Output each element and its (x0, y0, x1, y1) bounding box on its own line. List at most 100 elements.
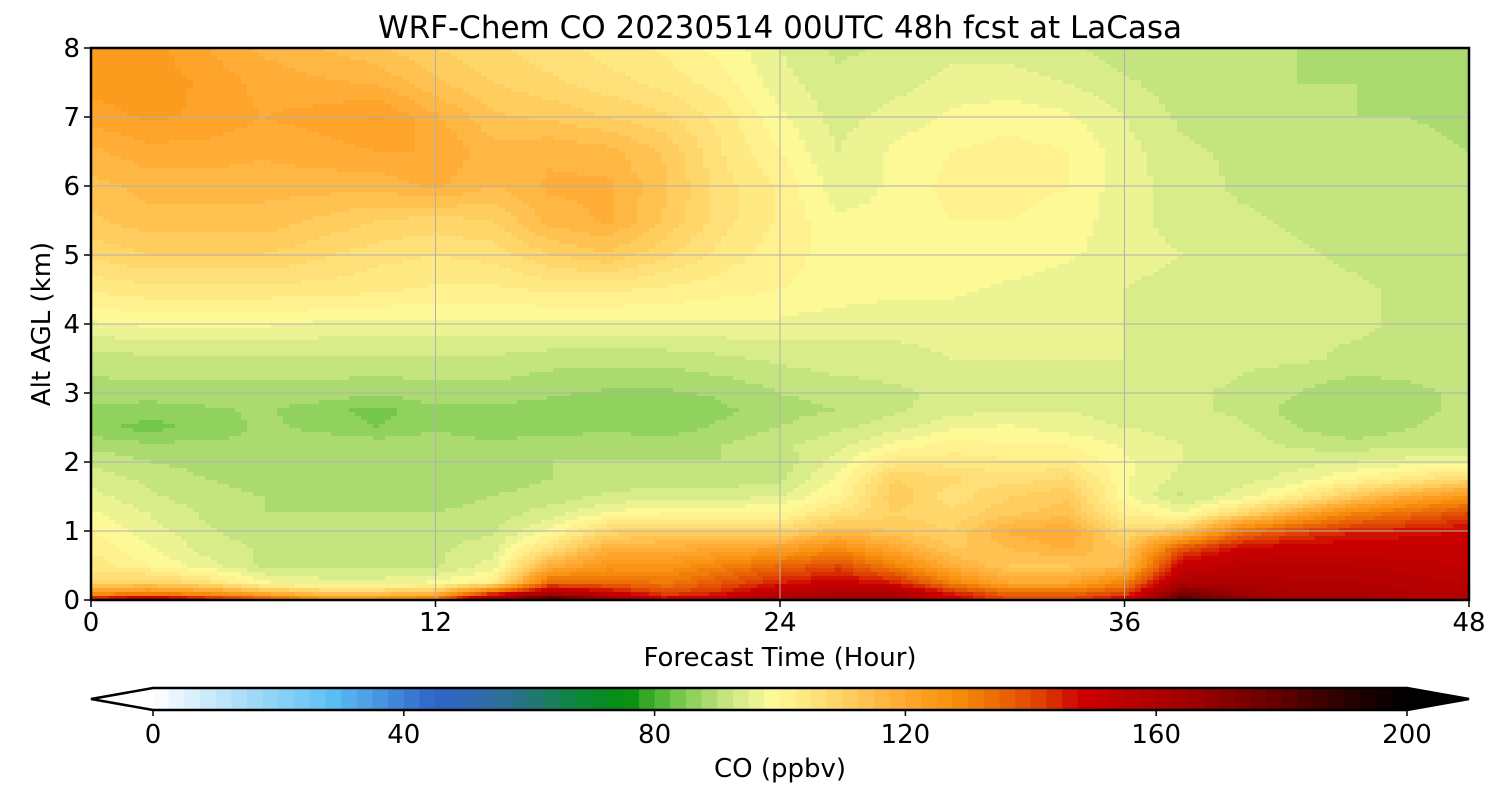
heatmap-cell (1135, 560, 1142, 565)
heatmap-cell (241, 76, 326, 81)
heatmap-cell (1267, 584, 1388, 589)
heatmap-cell (1075, 596, 1094, 601)
heatmap-cell (1123, 452, 1184, 457)
heatmap-cell (811, 560, 854, 565)
heatmap-cell (769, 428, 842, 433)
heatmap-cell (1237, 200, 1470, 205)
heatmap-cell (169, 464, 554, 469)
heatmap-cell (331, 432, 422, 437)
heatmap-cell (1333, 480, 1364, 485)
heatmap-cell (1195, 576, 1286, 581)
heatmap-cell (1273, 440, 1470, 445)
heatmap-cell (1105, 488, 1118, 493)
heatmap-cell (325, 76, 404, 81)
heatmap-cell (91, 400, 140, 405)
colorbar-swatch (529, 688, 546, 710)
heatmap-cell (295, 592, 314, 597)
heatmap-cell (1039, 104, 1112, 109)
heatmap-cell (1099, 196, 1154, 201)
heatmap-cell (655, 260, 698, 265)
heatmap-cell (961, 104, 1040, 109)
heatmap-cell (1111, 104, 1166, 109)
heatmap-cell (289, 224, 362, 229)
heatmap-cell (787, 472, 812, 477)
heatmap-cell (397, 412, 734, 417)
heatmap-cell (565, 500, 626, 505)
heatmap-cell (1123, 520, 1184, 525)
heatmap-cell (1411, 484, 1442, 489)
heatmap-cell (145, 200, 266, 205)
heatmap-cell (271, 596, 290, 601)
heatmap-cell (385, 436, 476, 441)
heatmap-cell (805, 144, 836, 149)
heatmap-cell (1177, 468, 1298, 473)
heatmap-cell (1189, 524, 1196, 529)
heatmap-cell (793, 508, 818, 513)
heatmap-cell (787, 540, 806, 545)
heatmap-cell (1309, 500, 1328, 505)
heatmap-cell (193, 84, 248, 89)
colorbar-swatch (1281, 688, 1298, 710)
heatmap-cell (1207, 588, 1226, 593)
heatmap-cell (1285, 576, 1430, 581)
colorbar-swatch (153, 688, 170, 710)
heatmap-cell (1171, 568, 1178, 573)
heatmap-cell (163, 524, 212, 529)
heatmap-cell (271, 592, 296, 597)
heatmap-cell (979, 512, 1022, 517)
heatmap-cell (793, 488, 818, 493)
heatmap-cell (1255, 504, 1268, 509)
heatmap-cell (1255, 480, 1304, 485)
heatmap-cell (859, 580, 890, 585)
heatmap-cell (247, 580, 272, 585)
heatmap-cell (1105, 60, 1298, 65)
heatmap-cell (1081, 412, 1226, 417)
heatmap-cell (481, 124, 578, 129)
heatmap-cell (835, 140, 842, 145)
heatmap-cell (253, 552, 446, 557)
heatmap-cell (91, 444, 722, 449)
heatmap-cell (511, 544, 524, 549)
heatmap-cell (439, 572, 476, 577)
heatmap-cell (1117, 108, 1166, 113)
heatmap-cell (1027, 492, 1076, 497)
heatmap-cell (1081, 516, 1094, 521)
heatmap-cell (961, 568, 980, 573)
heatmap-cell (127, 596, 146, 601)
heatmap-cell (703, 160, 728, 165)
colorbar-swatch (1391, 688, 1408, 710)
heatmap-cell (721, 64, 758, 69)
heatmap-cell (1183, 520, 1196, 525)
heatmap-cell (1147, 568, 1154, 573)
y-tick-label: 2 (63, 448, 80, 478)
heatmap-cell (91, 412, 242, 417)
heatmap-cell (613, 116, 674, 121)
heatmap-cell (1357, 564, 1460, 569)
heatmap-cell (211, 48, 254, 53)
heatmap-cell (577, 568, 608, 573)
heatmap-cell (901, 576, 908, 581)
heatmap-cell (733, 76, 764, 81)
heatmap-cell (1033, 480, 1076, 485)
heatmap-cell (1135, 584, 1142, 589)
heatmap-cell (901, 384, 1226, 389)
heatmap-cell (1177, 440, 1274, 445)
heatmap-cell (157, 400, 320, 405)
colorbar-tick-label: 0 (145, 720, 162, 750)
heatmap-cell (115, 592, 182, 597)
heatmap-cell (1135, 472, 1172, 477)
heatmap-cell (1333, 496, 1352, 501)
heatmap-cell (1147, 572, 1154, 577)
heatmap-cell (721, 564, 752, 569)
heatmap-cell (1159, 484, 1244, 489)
heatmap-cell (895, 588, 908, 593)
heatmap-cell (775, 208, 806, 213)
heatmap-cell (91, 248, 134, 253)
heatmap-cell (1105, 492, 1118, 497)
heatmap-cell (175, 500, 266, 505)
heatmap-cell (169, 556, 212, 561)
heatmap-cell (1399, 464, 1470, 469)
heatmap-cell (631, 240, 662, 245)
heatmap-cell (637, 200, 668, 205)
heatmap-cell (1207, 516, 1220, 521)
